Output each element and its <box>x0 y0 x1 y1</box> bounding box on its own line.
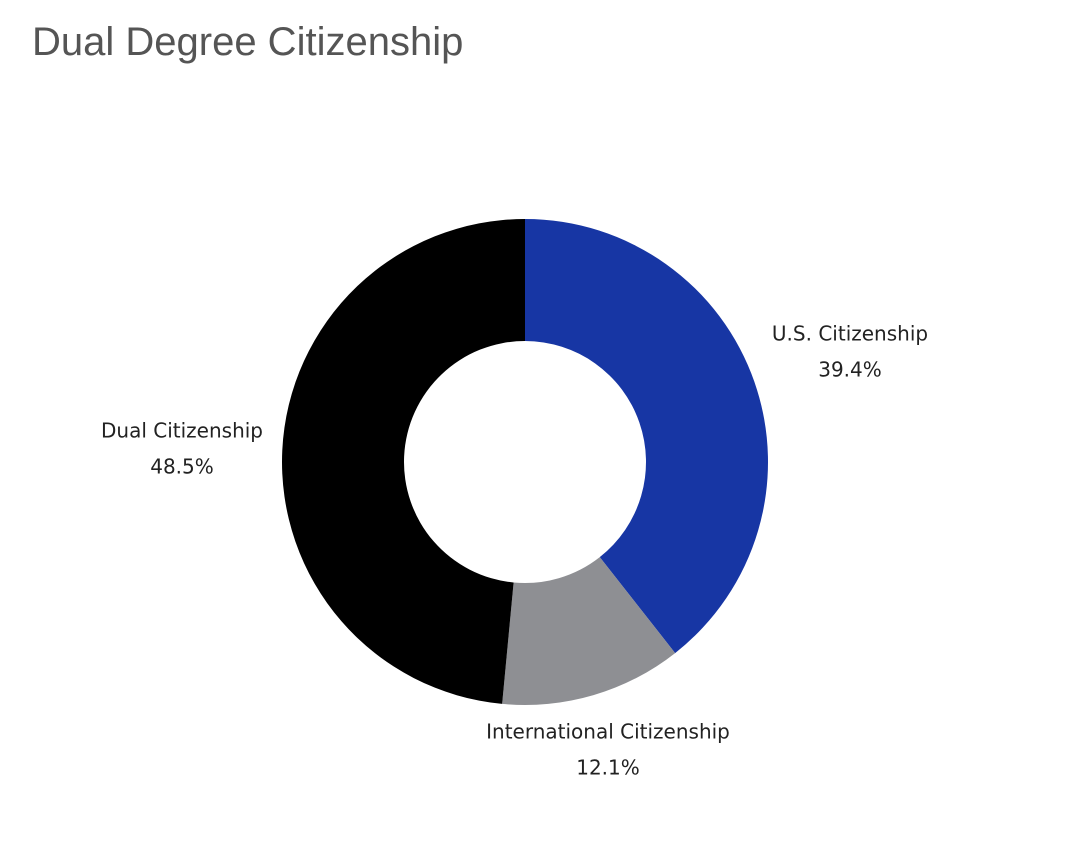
slice-value-label: 39.4% <box>818 358 882 382</box>
slice-value-label: 48.5% <box>150 455 214 479</box>
donut-slice <box>282 219 525 704</box>
slice-label: U.S. Citizenship <box>772 322 928 346</box>
slice-value-label: 12.1% <box>576 756 640 780</box>
donut-slice <box>525 219 769 654</box>
donut-slice <box>502 557 676 705</box>
slice-label: International Citizenship <box>486 720 730 744</box>
slice-label: Dual Citizenship <box>101 419 263 443</box>
chart-title: Dual Degree Citizenship <box>32 20 464 64</box>
